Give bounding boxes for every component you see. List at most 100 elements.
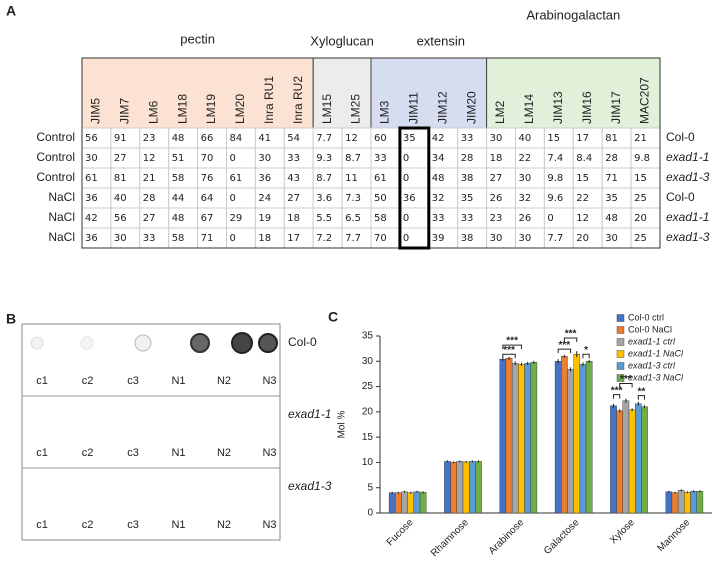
- cell-value: 7.2: [316, 233, 332, 244]
- cell-value: 5.5: [316, 213, 332, 224]
- cell-value: 41: [258, 133, 271, 144]
- column-header: Inra RU1: [262, 76, 276, 124]
- cell-value: 35: [403, 133, 416, 144]
- cell-value: 67: [201, 213, 214, 224]
- cell-value: 36: [85, 233, 98, 244]
- bar: [444, 461, 451, 514]
- lane-label: N1: [171, 375, 185, 387]
- significance-label: ***: [503, 345, 515, 356]
- cell-value: 12: [345, 133, 358, 144]
- cell-value: 25: [634, 233, 647, 244]
- y-tick-label: 30: [362, 356, 374, 367]
- bar: [622, 400, 630, 514]
- y-tick-label: 35: [362, 331, 374, 342]
- cell-value: 27: [287, 193, 300, 204]
- cell-value: 15: [634, 173, 647, 184]
- x-tick-label: Fucose: [385, 517, 416, 548]
- cell-value: 33: [461, 133, 474, 144]
- legend-swatch: [616, 338, 625, 346]
- significance-bracket: [557, 348, 572, 354]
- cell-value: 33: [461, 213, 474, 224]
- cell-value: 70: [374, 233, 387, 244]
- cell-value: 11: [345, 173, 358, 184]
- column-header: JIM16: [580, 91, 594, 124]
- lane-label: N3: [262, 447, 276, 459]
- group-header-bg: [486, 57, 661, 129]
- bar: [475, 461, 482, 514]
- cell-value: 29: [230, 213, 243, 224]
- lane-label: c1: [36, 447, 48, 459]
- cell-value: 84: [230, 133, 243, 144]
- legend-label: exad1-3 NaCl: [628, 372, 684, 382]
- cell-value: 48: [172, 133, 185, 144]
- cell-value: 20: [634, 213, 647, 224]
- significance-label: ***: [559, 340, 571, 351]
- row-condition: Control: [36, 170, 75, 184]
- x-tick-label: Xylose: [608, 517, 637, 546]
- group-label: extensin: [417, 33, 465, 48]
- cell-value: 91: [114, 133, 127, 144]
- y-tick-label: 20: [362, 406, 374, 417]
- bar: [505, 358, 513, 514]
- cell-value: 35: [461, 193, 474, 204]
- column-header: JIM17: [609, 91, 623, 124]
- cell-value: 34: [432, 153, 445, 164]
- cell-value: 40: [519, 133, 532, 144]
- legend-swatch: [616, 350, 625, 358]
- legend-swatch: [616, 374, 625, 382]
- bar: [585, 361, 593, 514]
- cell-value: 32: [432, 193, 445, 204]
- cell-value: 58: [172, 173, 185, 184]
- significance-label: ***: [611, 385, 623, 396]
- lane-label: c2: [82, 447, 94, 459]
- legend-label: exad1-1 ctrl: [628, 336, 676, 346]
- cell-value: 70: [201, 153, 214, 164]
- legend-label: Col-0 NaCl: [628, 324, 672, 334]
- cell-value: 0: [230, 233, 236, 244]
- y-tick-label: 0: [367, 508, 373, 519]
- cell-value: 27: [114, 153, 127, 164]
- group-label: Xyloglucan: [310, 33, 374, 48]
- bar: [641, 406, 648, 514]
- cell-value: 7.7: [345, 233, 361, 244]
- significance-bracket: [502, 353, 516, 359]
- column-header: LM3: [378, 100, 392, 124]
- cell-value: 24: [258, 193, 271, 204]
- blot-row-label: Col-0: [288, 335, 317, 349]
- y-tick-label: 5: [367, 482, 373, 493]
- cell-value: 18: [258, 233, 271, 244]
- cell-value: 33: [374, 153, 387, 164]
- cell-value: 54: [287, 133, 300, 144]
- cell-value: 36: [258, 173, 271, 184]
- cell-value: 0: [403, 173, 409, 184]
- bar: [579, 364, 587, 514]
- lane-label: c2: [82, 519, 94, 531]
- lane-label: c2: [82, 375, 94, 387]
- bar: [696, 491, 704, 514]
- lane-label: N1: [171, 519, 185, 531]
- cell-value: 30: [605, 233, 618, 244]
- cell-value: 33: [432, 213, 445, 224]
- column-header: JIM5: [89, 98, 103, 124]
- y-tick-label: 15: [362, 432, 374, 443]
- cell-value: 18: [287, 213, 300, 224]
- cell-value: 76: [201, 173, 214, 184]
- cell-value: 0: [547, 213, 553, 224]
- cell-value: 48: [172, 213, 185, 224]
- cell-value: 8.4: [576, 153, 592, 164]
- column-header: JIM7: [118, 98, 132, 124]
- cell-value: 12: [143, 153, 156, 164]
- cell-value: 30: [490, 233, 503, 244]
- legend-label: Col-0 ctrl: [628, 312, 664, 322]
- cell-value: 64: [201, 193, 214, 204]
- blot-row-label: exad1-1: [288, 407, 331, 421]
- cell-value: 30: [114, 233, 127, 244]
- bar: [684, 492, 691, 514]
- row-condition: NaCl: [48, 230, 75, 244]
- bar: [665, 491, 673, 514]
- bar: [671, 492, 679, 514]
- column-header: LM25: [349, 94, 363, 124]
- significance-label: *: [584, 345, 588, 356]
- lane-label: c3: [127, 447, 139, 459]
